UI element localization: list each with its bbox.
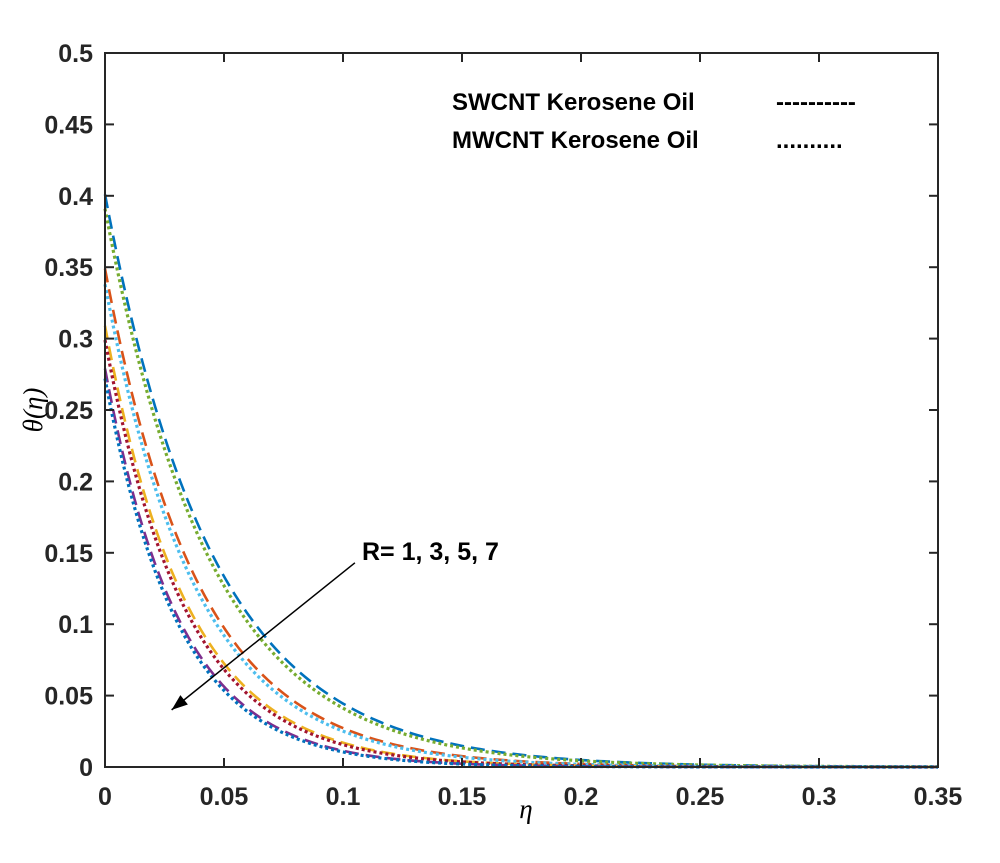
y-tick-label: 0.2 bbox=[58, 468, 93, 496]
ticks-layer: 0 0.05 0.1 0.15 0.2 0.25 0.3 0.35 0 0.05 0.1 0.15 0.… bbox=[44, 40, 962, 811]
x-tick-label: 0.2 bbox=[564, 783, 599, 811]
annotation-arrow bbox=[171, 562, 356, 711]
x-tick-label: 0.05 bbox=[200, 783, 249, 811]
y-tick-label: 0 bbox=[79, 754, 93, 782]
y-tick-label: 0.5 bbox=[58, 40, 93, 68]
annotation-arrowhead bbox=[171, 695, 188, 710]
x-tick-label: 0.35 bbox=[914, 783, 963, 811]
plot-area bbox=[105, 53, 938, 767]
x-tick-label: 0.15 bbox=[438, 783, 487, 811]
legend: SWCNT Kerosene Oil ---------- MWCNT Kero… bbox=[452, 89, 856, 154]
y-tick-label: 0.35 bbox=[44, 254, 93, 282]
y-tick-label: 0.15 bbox=[44, 540, 93, 568]
y-tick-label: 0.1 bbox=[58, 611, 93, 639]
y-tick-label: 0.4 bbox=[58, 183, 93, 211]
x-axis-label: η bbox=[519, 794, 532, 824]
x-tick-label: 0.3 bbox=[802, 783, 837, 811]
legend-label-swcnt: SWCNT Kerosene Oil bbox=[452, 89, 695, 116]
y-tick-label: 0.25 bbox=[44, 397, 93, 425]
series-line-4 bbox=[103, 284, 939, 769]
annotation-label: R= 1, 3, 5, 7 bbox=[362, 538, 499, 566]
y-tick-label: 0.45 bbox=[44, 111, 93, 139]
legend-marker-mwcnt: .......... bbox=[776, 127, 843, 154]
x-tick-label: 0.25 bbox=[676, 783, 725, 811]
series-line-5 bbox=[103, 325, 938, 769]
y-tick-label: 0.3 bbox=[58, 326, 93, 354]
x-tick-label: 0.1 bbox=[326, 783, 361, 811]
legend-marker-swcnt: ---------- bbox=[776, 89, 856, 116]
legend-label-mwcnt: MWCNT Kerosene Oil bbox=[452, 127, 699, 154]
y-axis-label: θ(η) bbox=[18, 388, 48, 433]
y-tick-label: 0.05 bbox=[44, 683, 93, 711]
x-tick-label: 0 bbox=[98, 783, 112, 811]
